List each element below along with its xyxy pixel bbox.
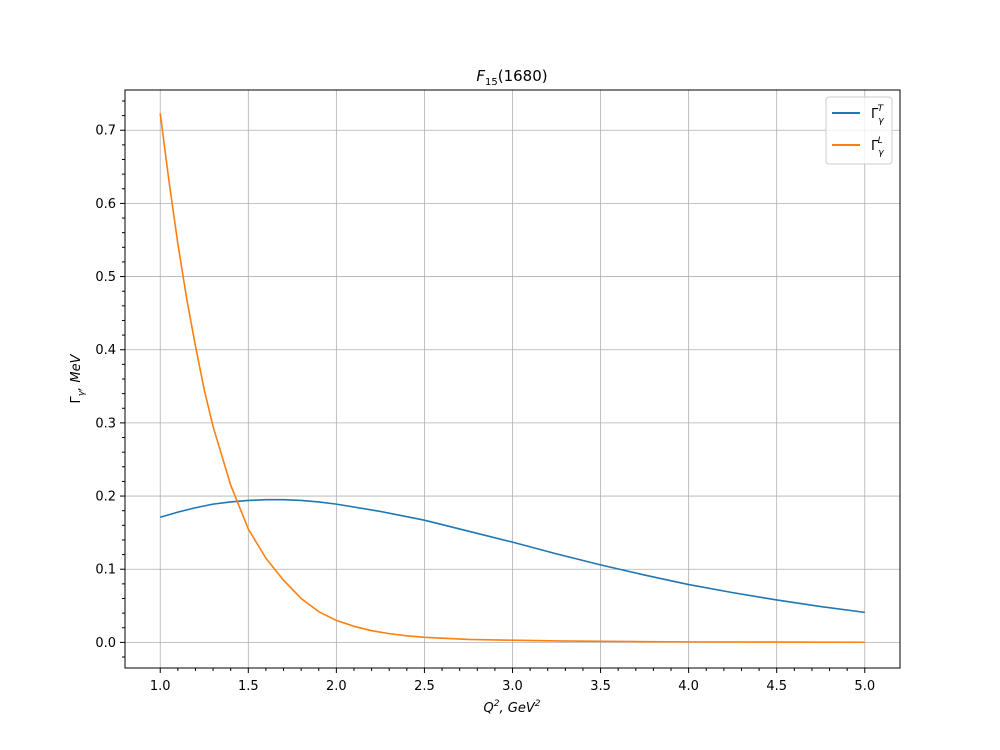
chart-title: F15(1680) xyxy=(476,67,547,88)
y-tick-label: 0.7 xyxy=(95,124,116,139)
y-tick-label: 0.5 xyxy=(95,270,116,285)
y-tick-label: 0.1 xyxy=(95,563,116,578)
y-tick-label: 0.4 xyxy=(95,343,116,358)
x-tick-label: 3.5 xyxy=(590,679,611,694)
x-axis-label: Q2, GeV2 xyxy=(484,699,541,716)
x-tick-label: 1.5 xyxy=(238,679,259,694)
x-tick-label: 1.0 xyxy=(150,679,171,694)
grid-layer xyxy=(125,90,900,668)
legend: ΓγT ΓγL xyxy=(825,96,893,165)
series-layer xyxy=(159,113,865,644)
series-line-transverse xyxy=(160,498,865,614)
y-tick-label: 0.6 xyxy=(95,197,116,212)
legend-label-longitudinal: ΓγL xyxy=(871,136,884,158)
y-tick-label: 0.0 xyxy=(95,636,116,651)
legend-label-transverse: ΓγT xyxy=(871,104,885,126)
y-tick-label: 0.3 xyxy=(95,416,116,431)
y-tick-label: 0.2 xyxy=(95,490,116,505)
x-tick-label: 2.5 xyxy=(414,679,435,694)
x-tick-label: 3.0 xyxy=(502,679,523,694)
x-tick-label: 4.0 xyxy=(678,679,699,694)
x-tick-label: 2.0 xyxy=(326,679,347,694)
y-axis-label: Γγ, MeV xyxy=(69,353,87,403)
tick-layer: 1.0 1.5 2.0 2.5 3.0 3.5 4.0 4.5 5.0 0.0 0.1 0.2 0.3 0… xyxy=(95,100,875,694)
x-tick-label: 5.0 xyxy=(854,679,875,694)
x-tick-label: 4.5 xyxy=(766,679,787,694)
series-line-longitudinal xyxy=(159,113,865,644)
